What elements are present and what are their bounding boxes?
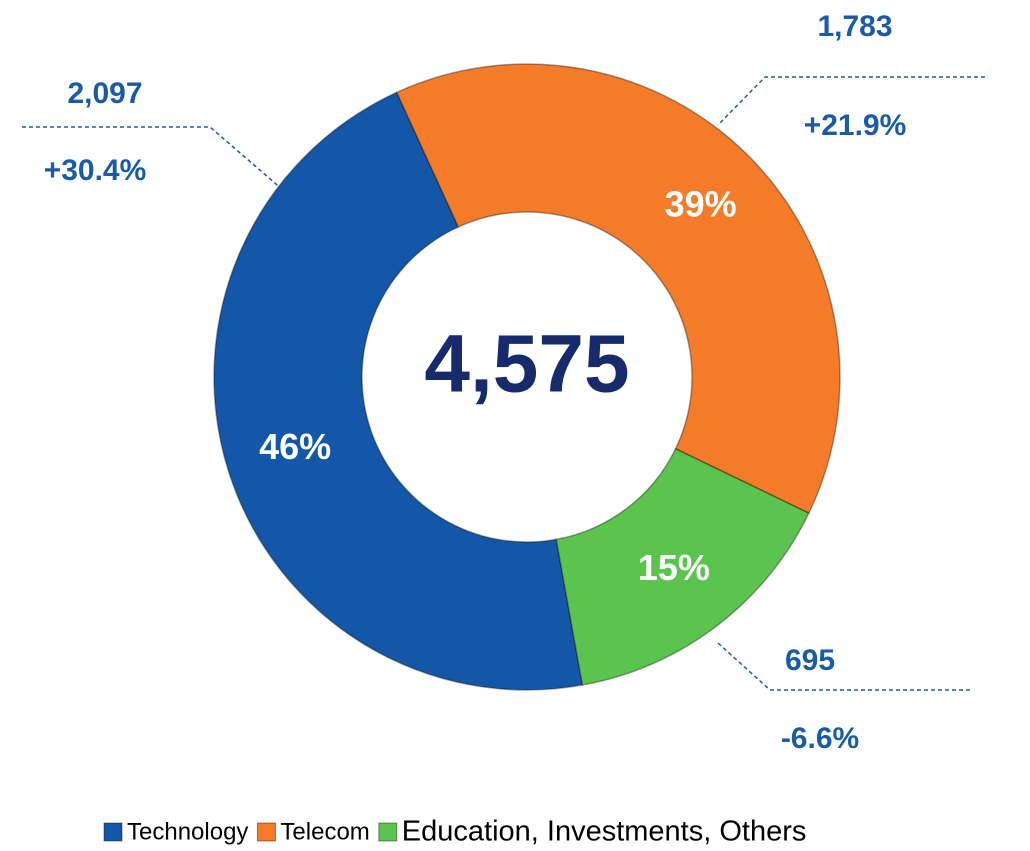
annotation-change: +21.9% — [804, 109, 907, 142]
leader-line — [717, 642, 970, 691]
legend-label: Education, Investments, Others — [402, 816, 807, 848]
legend-label: Telecom — [280, 818, 369, 845]
leader-line — [22, 126, 284, 191]
legend-swatch — [103, 822, 123, 842]
slice — [555, 447, 810, 686]
legend-label: Technology — [127, 818, 248, 845]
annotation-amount: 695 — [785, 644, 835, 677]
annotation-amount: 1,783 — [817, 10, 892, 43]
slice-label: 39% — [665, 183, 737, 224]
legend-swatch — [378, 822, 398, 842]
slice-label: 15% — [638, 547, 710, 588]
annotation-amount: 2,097 — [67, 77, 142, 110]
annotation-change: -6.6% — [781, 722, 859, 755]
slice — [395, 63, 841, 515]
annotation-change: +30.4% — [44, 154, 147, 187]
leader-line — [717, 76, 985, 126]
legend-swatch — [256, 822, 276, 842]
slice — [213, 91, 584, 691]
center-label: 4,575 — [424, 319, 629, 410]
slice-label: 46% — [259, 426, 331, 467]
